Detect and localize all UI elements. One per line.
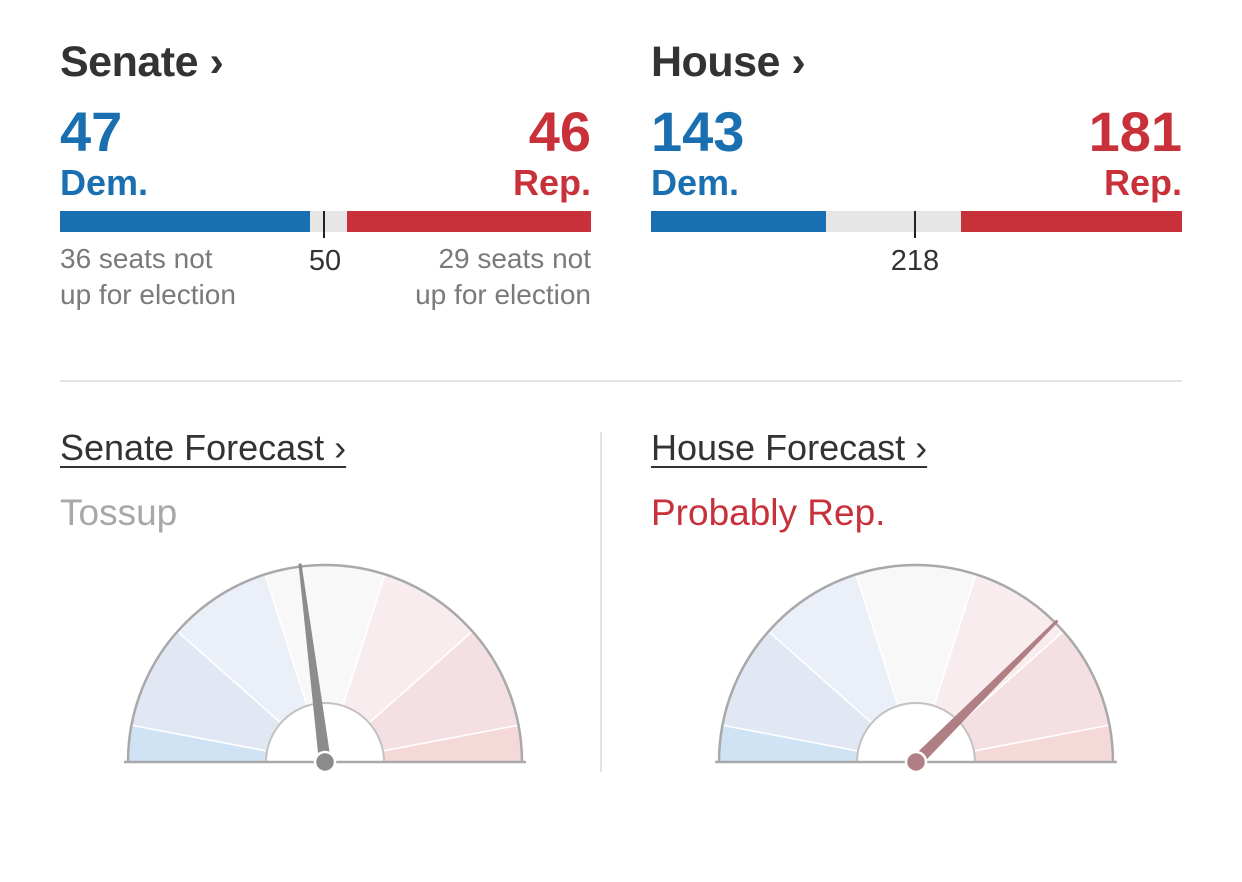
- house-forecast-gauge: [715, 563, 1117, 774]
- house-forecast-link[interactable]: House Forecast ›: [651, 427, 928, 468]
- forecast-column-divider: [600, 432, 602, 772]
- senate-majority-tick: [323, 211, 325, 238]
- house-seat-bar: [651, 211, 1182, 238]
- house-majority-tick: [914, 211, 916, 238]
- house-gauge-needle: [911, 619, 1059, 767]
- senate-dem-count: 47: [60, 100, 123, 163]
- senate-rep-count: 46: [528, 100, 591, 163]
- senate-title-link[interactable]: Senate ›: [60, 38, 224, 86]
- house-dem-count: 143: [651, 100, 745, 163]
- senate-gauge-needle-pivot: [313, 750, 337, 774]
- senate-forecast-status: Tossup: [60, 492, 178, 533]
- senate-dem-bar-segment: [60, 211, 310, 232]
- senate-forecast-link[interactable]: Senate Forecast ›: [60, 427, 347, 468]
- senate-dem-note-line1: 36 seats not: [60, 243, 213, 274]
- senate-gauge-outline: [126, 563, 524, 763]
- house-forecast-status: Probably Rep.: [651, 492, 886, 533]
- senate-dem-not-up-note: 36 seats not up for election: [60, 241, 236, 313]
- senate-majority-label: 50: [308, 245, 342, 277]
- house-title-link[interactable]: House ›: [651, 38, 806, 86]
- senate-seat-bar: [60, 211, 591, 238]
- house-dem-label: Dem.: [651, 162, 740, 203]
- senate-rep-label: Rep.: [512, 162, 591, 203]
- senate-rep-bar-segment: [347, 211, 591, 232]
- senate-forecast-gauge: [124, 563, 526, 774]
- house-dem-bar-segment: [651, 211, 826, 232]
- house-rep-label: Rep.: [1103, 162, 1182, 203]
- house-gauge-hub-outline: [856, 702, 976, 763]
- house-gauge-outline: [717, 563, 1115, 763]
- senate-gauge-needle: [298, 563, 331, 763]
- house-gauge-needle-pivot: [904, 750, 928, 774]
- house-rep-bar-segment: [961, 211, 1182, 232]
- house-rep-count: 181: [1088, 100, 1182, 163]
- house-majority-label: 218: [890, 245, 940, 277]
- senate-rep-not-up-note: 29 seats not up for election: [415, 241, 591, 313]
- section-divider: [60, 380, 1182, 382]
- senate-dem-note-line2: up for election: [60, 279, 236, 310]
- senate-rep-note-line2: up for election: [415, 279, 591, 310]
- senate-rep-note-line1: 29 seats not: [438, 243, 591, 274]
- senate-dem-label: Dem.: [60, 162, 149, 203]
